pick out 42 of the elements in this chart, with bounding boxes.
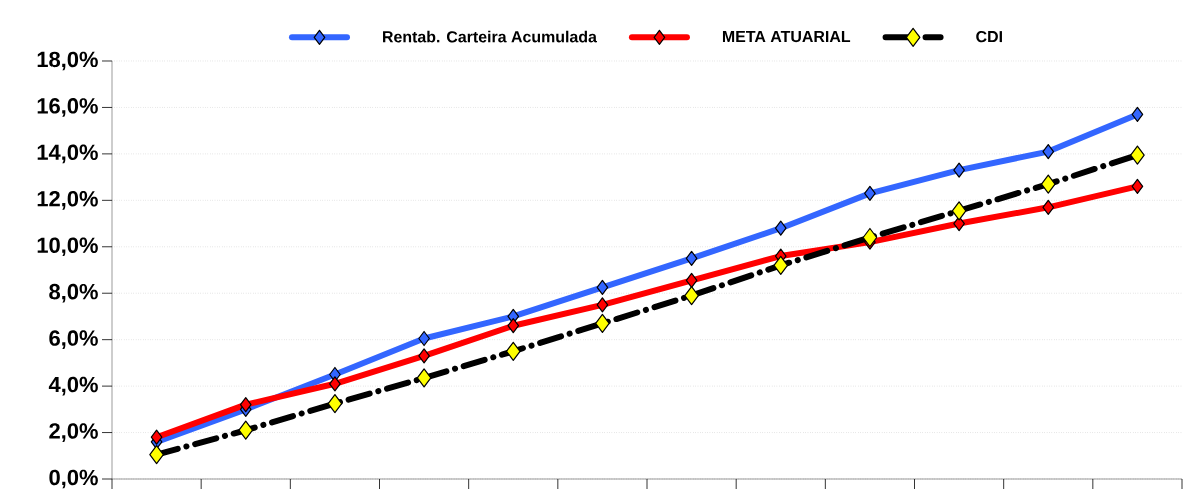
point — [1042, 199, 1055, 215]
point — [596, 279, 609, 296]
point — [416, 368, 432, 388]
y-tick-label: 14,0% — [37, 144, 98, 164]
point — [418, 330, 430, 347]
point — [595, 313, 610, 334]
point — [418, 348, 430, 364]
y-tick-label: 18,0% — [37, 51, 98, 71]
point — [327, 393, 343, 414]
point — [862, 227, 878, 248]
y-tick-label: 12,0% — [37, 190, 98, 210]
y-tick-label: 2,0% — [49, 423, 98, 442]
y-tick-label: 16,0% — [37, 98, 98, 117]
point — [951, 201, 967, 221]
legend-label: CDI — [976, 30, 1002, 43]
legend-label: META ATUARIAL — [722, 31, 851, 43]
point — [684, 285, 699, 306]
point — [507, 318, 520, 334]
point — [505, 341, 521, 361]
point — [773, 255, 789, 275]
point — [685, 272, 698, 289]
point — [864, 185, 876, 201]
point — [238, 420, 254, 440]
point — [1131, 178, 1144, 194]
point — [774, 220, 787, 236]
y-tick-label: 4,0% — [48, 376, 98, 396]
point — [1130, 145, 1145, 165]
y-tick-label: 10,0% — [37, 237, 98, 257]
point — [239, 397, 252, 413]
legend-label: Rentab. Carteira Acumulada — [383, 30, 598, 43]
point — [1040, 174, 1056, 194]
y-tick-label: 8,0% — [49, 283, 98, 303]
point — [1042, 143, 1055, 160]
y-tick-label: 0,0% — [49, 469, 98, 489]
y-tick-label: 6,0% — [49, 330, 98, 350]
point — [149, 445, 164, 465]
point — [150, 429, 163, 445]
point — [329, 376, 341, 392]
point — [1131, 106, 1144, 123]
point — [953, 162, 965, 178]
point — [685, 250, 698, 266]
point — [596, 297, 609, 313]
